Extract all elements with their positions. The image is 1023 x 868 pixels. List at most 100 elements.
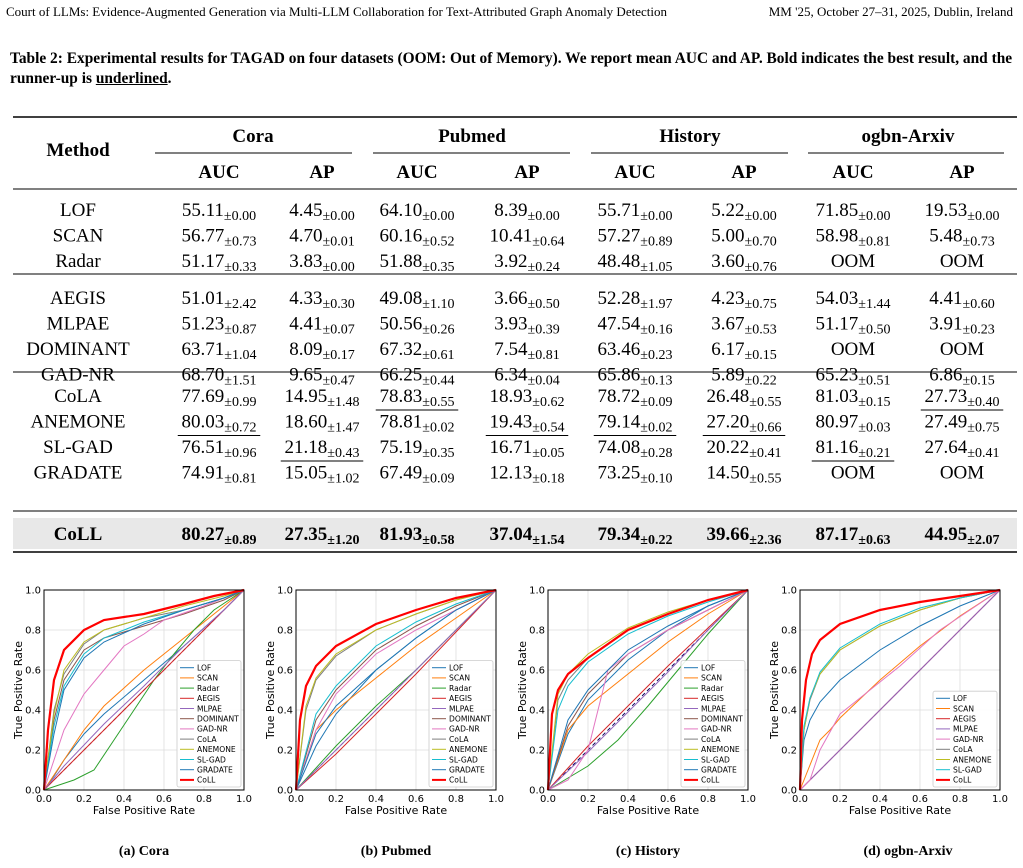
roc-curve-coll xyxy=(798,588,1001,791)
x-tick-label: 0.0 xyxy=(288,794,304,805)
table-cell: 81.03±0.15 xyxy=(816,386,891,410)
legend-label: GAD-NR xyxy=(449,725,480,734)
y-tick-label: 1.0 xyxy=(277,586,293,597)
table-cell: 3.83±0.00 xyxy=(289,251,354,275)
table-cell: 4.41±0.60 xyxy=(929,288,994,312)
table-cell: 14.50±0.55 xyxy=(707,463,782,487)
x-tick-label: 1.0 xyxy=(740,794,756,805)
table-cell: 51.17±0.50 xyxy=(816,314,891,338)
legend-label: GRADATE xyxy=(197,766,233,775)
roc-curve-coll xyxy=(294,588,497,791)
legend-label: Radar xyxy=(197,684,220,693)
legend-label: GAD-NR xyxy=(701,725,732,734)
roc-curve-gradate xyxy=(295,589,497,791)
dataset-header: ogbn-Arxiv xyxy=(862,126,955,147)
roc-curve-anemone xyxy=(43,589,245,791)
table-cell: 27.73±0.40 xyxy=(925,386,1000,410)
table-cell: 52.28±1.97 xyxy=(598,288,673,312)
table-cell: 3.91±0.23 xyxy=(929,314,994,338)
table-cell: 74.08±0.28 xyxy=(598,437,673,461)
legend-label: CoLA xyxy=(953,745,973,754)
legend-label: ANEMONE xyxy=(953,755,992,764)
table-cell: OOM xyxy=(940,251,984,272)
roc-chart-history: 0.0 0.2 0.4 0.6 0.8 1.0 0.0 0.2 0.4 0.6 0.8 1.0 Fals… xyxy=(516,586,756,818)
table-cell: 26.48±0.55 xyxy=(707,386,782,410)
x-tick-label: 1.0 xyxy=(488,794,504,805)
legend-label: CoLL xyxy=(197,776,216,785)
subcaption-ogbn-arxiv: (d) ogbn-Arxiv xyxy=(863,844,953,859)
table-cell: 27.35±1.20 xyxy=(285,524,360,548)
table-cell: 63.71±1.04 xyxy=(182,339,257,363)
subcaption-cora: (a) Cora xyxy=(118,844,170,859)
legend-label: CoLA xyxy=(449,735,469,744)
dataset-header: Pubmed xyxy=(438,126,506,147)
method-name: DOMINANT xyxy=(26,339,130,360)
table-cell: 75.19±0.35 xyxy=(380,437,455,461)
legend-label: SL-GAD xyxy=(449,755,478,764)
table-cell: 79.34±0.22 xyxy=(598,524,673,548)
plot-frame xyxy=(799,589,1001,791)
y-tick-label: 0.4 xyxy=(277,706,293,717)
metric-header: AUC xyxy=(832,162,873,183)
legend-label: MLPAE xyxy=(449,704,474,713)
table-cell: 6.86±0.15 xyxy=(929,365,994,389)
table-row: GRADATE 74.91±0.81 15.05±1.02 67.49±0.09 12.… xyxy=(34,463,985,487)
table-cell: 81.16±0.21 xyxy=(816,437,891,461)
table-cell: 51.17±0.33 xyxy=(182,251,257,275)
y-tick-label: 0.4 xyxy=(781,706,797,717)
table-cell: 4.33±0.30 xyxy=(289,288,354,312)
roc-curve-aegis xyxy=(295,589,497,791)
table-cell: 78.81±0.02 xyxy=(380,412,455,436)
results-table-svg: Method Cora Pubmed History ogbn-Arxiv AUC AP AU… xyxy=(13,116,1017,553)
roc-figure-pubmed: 0.0 0.2 0.4 0.6 0.8 1.0 0.0 0.2 0.4 0.6 0.8 1.0 Fals… xyxy=(258,584,506,824)
x-axis-label: False Positive Rate xyxy=(849,804,951,817)
table-cell: 19.53±0.00 xyxy=(925,200,1000,224)
table-row: LOF 55.11±0.00 4.45±0.00 64.10±0.00 8.39±0.0… xyxy=(60,200,999,224)
table-cell: 4.45±0.00 xyxy=(289,200,354,224)
method-name: ANEMONE xyxy=(31,412,126,433)
table-cell: 37.04±1.54 xyxy=(490,524,565,548)
table-cell: 3.60±0.76 xyxy=(711,251,776,275)
x-tick-label: 0.0 xyxy=(36,794,52,805)
roc-figure-ogbn-arxiv: 0.0 0.2 0.4 0.6 0.8 1.0 0.0 0.2 0.4 0.6 0.8 1.0 Fals… xyxy=(762,584,1010,824)
x-tick-label: 0.2 xyxy=(580,794,596,805)
y-axis-label: True Positive Rate xyxy=(516,641,529,740)
table-cell: OOM xyxy=(831,463,875,484)
table-cell: 18.93±0.62 xyxy=(490,386,565,410)
table-cell: 6.17±0.15 xyxy=(711,339,776,363)
table-cell: 80.03±0.72 xyxy=(182,412,257,436)
table-cell: OOM xyxy=(940,463,984,484)
table-cell: 27.64±0.41 xyxy=(925,437,1000,461)
y-tick-label: 0.8 xyxy=(25,626,41,637)
table-cell: 55.71±0.00 xyxy=(598,200,673,224)
legend-box xyxy=(932,690,998,788)
legend-label: SCAN xyxy=(197,674,218,683)
x-tick-label: 0.4 xyxy=(872,794,888,805)
x-tick-label: 0.2 xyxy=(328,794,344,805)
legend-label: AEGIS xyxy=(449,694,472,703)
table-cell: 8.39±0.00 xyxy=(494,200,559,224)
x-tick-label: 0.8 xyxy=(448,794,464,805)
table-cell: 55.11±0.00 xyxy=(182,200,256,224)
roc-curve-gad-nr xyxy=(799,589,1001,791)
y-tick-label: 0.8 xyxy=(277,626,293,637)
x-axis-label: False Positive Rate xyxy=(345,804,447,817)
method-name: GAD-NR xyxy=(41,365,115,386)
y-tick-label: 0.6 xyxy=(25,666,41,677)
method-name: MLPAE xyxy=(47,314,110,335)
roc-curve-radar xyxy=(43,589,245,791)
roc-curve-coll xyxy=(42,588,245,791)
legend-label: GRADATE xyxy=(449,766,485,775)
table-cell: OOM xyxy=(831,251,875,272)
table-cell: 12.13±0.18 xyxy=(490,463,565,487)
table-cell: 4.23±0.75 xyxy=(711,288,776,312)
roc-curve-anemone xyxy=(295,589,497,791)
y-tick-label: 0.0 xyxy=(781,786,797,797)
legend-label: LOF xyxy=(953,694,967,703)
method-header: Method xyxy=(46,140,110,161)
legend-label: MLPAE xyxy=(953,725,978,734)
caption-underlined-word: underlined xyxy=(95,70,168,87)
table-cell: 56.77±0.73 xyxy=(182,226,257,250)
results-table: Method Cora Pubmed History ogbn-Arxiv AUC AP AU… xyxy=(13,115,1017,555)
